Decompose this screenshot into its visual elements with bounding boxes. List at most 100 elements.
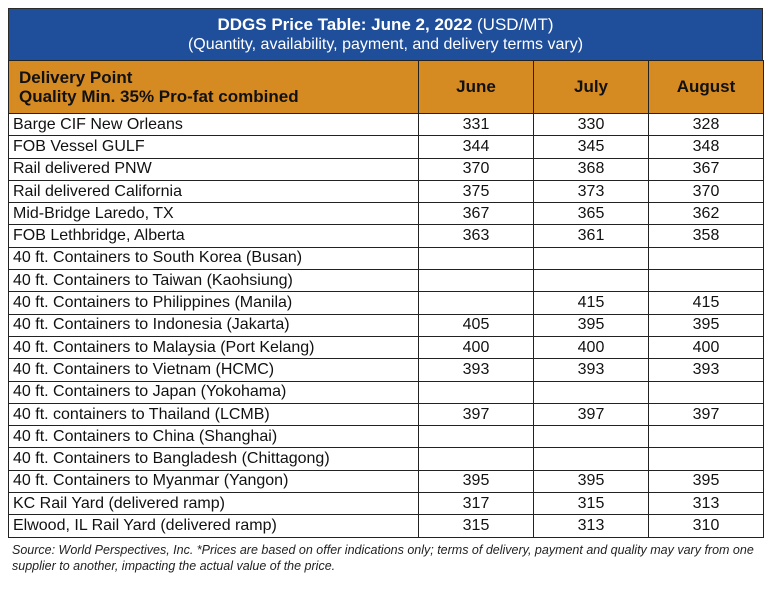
cell-august xyxy=(648,246,764,271)
table-row: Elwood, IL Rail Yard (delivered ramp) 315… xyxy=(8,514,764,538)
table-row: Rail delivered California 375 373 370 xyxy=(8,179,764,204)
cell-july xyxy=(533,246,649,271)
cell-june: 363 xyxy=(418,224,534,248)
cell-july: 365 xyxy=(533,202,649,226)
cell-august: 313 xyxy=(648,492,764,516)
row-location: Rail delivered PNW xyxy=(8,157,419,181)
cell-august: 358 xyxy=(648,224,764,248)
row-location: 40 ft. Containers to Philippines (Manila… xyxy=(8,291,419,315)
header-august: August xyxy=(648,60,764,114)
table-row: Mid-Bridge Laredo, TX 367 365 362 xyxy=(8,202,764,226)
table-row: 40 ft. Containers to China (Shanghai) xyxy=(8,425,764,449)
row-location: FOB Lethbridge, Alberta xyxy=(8,224,419,248)
table-row: 40 ft. Containers to Indonesia (Jakarta)… xyxy=(8,313,764,337)
row-location: 40 ft. Containers to Bangladesh (Chittag… xyxy=(8,447,419,471)
cell-august: 395 xyxy=(648,313,764,337)
cell-june: 367 xyxy=(418,202,534,226)
cell-july xyxy=(533,269,649,293)
table-row: 40 ft. Containers to Bangladesh (Chittag… xyxy=(8,447,764,471)
cell-august: 397 xyxy=(648,402,764,427)
cell-august: 362 xyxy=(648,202,764,226)
cell-july: 397 xyxy=(533,402,649,427)
table-body: Barge CIF New Orleans 331 330 328 FOB Vessel… xyxy=(8,112,764,538)
cell-august: 367 xyxy=(648,157,764,181)
cell-july xyxy=(533,380,649,404)
table-row: 40 ft. containers to Thailand (LCMB) 397 3… xyxy=(8,402,764,427)
table-row: Barge CIF New Orleans 331 330 328 xyxy=(8,112,764,137)
cell-july: 313 xyxy=(533,514,649,538)
row-location: 40 ft. Containers to Vietnam (HCMC) xyxy=(8,358,419,382)
row-location: 40 ft. Containers to Japan (Yokohama) xyxy=(8,380,419,404)
table-row: FOB Lethbridge, Alberta 363 361 358 xyxy=(8,224,764,248)
cell-july: 395 xyxy=(533,313,649,337)
cell-june xyxy=(418,269,534,293)
table-row: 40 ft. Containers to Philippines (Manila… xyxy=(8,291,764,315)
cell-june: 393 xyxy=(418,358,534,382)
table-row: KC Rail Yard (delivered ramp) 317 315 313 xyxy=(8,492,764,516)
table-header-row: Delivery Point Quality Min. 35% Pro-fat … xyxy=(8,60,764,114)
header-delivery-point-label: Delivery Point xyxy=(19,68,133,87)
cell-august xyxy=(648,425,764,449)
cell-july: 330 xyxy=(533,112,649,137)
cell-august: 328 xyxy=(648,112,764,137)
cell-august: 415 xyxy=(648,291,764,315)
header-delivery-point: Delivery Point Quality Min. 35% Pro-fat … xyxy=(8,60,419,114)
cell-august xyxy=(648,447,764,471)
cell-june xyxy=(418,380,534,404)
source-footnote: Source: World Perspectives, Inc. *Prices… xyxy=(12,542,754,573)
cell-july: 395 xyxy=(533,469,649,494)
cell-august: 393 xyxy=(648,358,764,382)
cell-july: 415 xyxy=(533,291,649,315)
header-quality-label: Quality Min. 35% Pro-fat combined xyxy=(19,87,299,106)
cell-july: 368 xyxy=(533,157,649,181)
cell-june xyxy=(418,425,534,449)
row-location: 40 ft. containers to Thailand (LCMB) xyxy=(8,402,419,427)
cell-august xyxy=(648,269,764,293)
header-july: July xyxy=(533,60,649,114)
cell-june: 395 xyxy=(418,469,534,494)
cell-july: 393 xyxy=(533,358,649,382)
cell-june xyxy=(418,447,534,471)
cell-june: 315 xyxy=(418,514,534,538)
table-row: FOB Vessel GULF 344 345 348 xyxy=(8,135,764,159)
cell-august: 310 xyxy=(648,514,764,538)
cell-july: 373 xyxy=(533,179,649,204)
table-subtitle: (Quantity, availability, payment, and de… xyxy=(187,36,584,53)
row-location: 40 ft. Containers to South Korea (Busan) xyxy=(8,246,419,271)
cell-june xyxy=(418,291,534,315)
row-location: 40 ft. Containers to Myanmar (Yangon) xyxy=(8,469,419,494)
cell-july: 315 xyxy=(533,492,649,516)
cell-june xyxy=(418,246,534,271)
cell-june: 317 xyxy=(418,492,534,516)
row-location: Mid-Bridge Laredo, TX xyxy=(8,202,419,226)
table-title-bar: DDGS Price Table: June 2, 2022 (USD/MT) … xyxy=(8,8,763,60)
cell-july xyxy=(533,425,649,449)
table-row: 40 ft. Containers to Japan (Yokohama) xyxy=(8,380,764,404)
row-location: FOB Vessel GULF xyxy=(8,135,419,159)
cell-july: 400 xyxy=(533,335,649,360)
header-june: June xyxy=(418,60,534,114)
row-location: 40 ft. Containers to Taiwan (Kaohsiung) xyxy=(8,269,419,293)
cell-june: 370 xyxy=(418,157,534,181)
cell-june: 397 xyxy=(418,402,534,427)
cell-june: 375 xyxy=(418,179,534,204)
table-row: Rail delivered PNW 370 368 367 xyxy=(8,157,764,181)
cell-july: 345 xyxy=(533,135,649,159)
row-location: 40 ft. Containers to Indonesia (Jakarta) xyxy=(8,313,419,337)
table-row: 40 ft. Containers to South Korea (Busan) xyxy=(8,246,764,271)
table-row: 40 ft. Containers to Myanmar (Yangon) 395… xyxy=(8,469,764,494)
cell-july: 361 xyxy=(533,224,649,248)
table-row: 40 ft. Containers to Taiwan (Kaohsiung) xyxy=(8,269,764,293)
table-row: 40 ft. Containers to Vietnam (HCMC) 393 39… xyxy=(8,358,764,382)
price-table: Delivery Point Quality Min. 35% Pro-fat … xyxy=(8,60,764,538)
cell-august: 348 xyxy=(648,135,764,159)
table-title-main: DDGS Price Table: June 2, 2022 xyxy=(217,15,473,34)
cell-june: 344 xyxy=(418,135,534,159)
cell-august: 395 xyxy=(648,469,764,494)
row-location: KC Rail Yard (delivered ramp) xyxy=(8,492,419,516)
cell-july xyxy=(533,447,649,471)
row-location: Barge CIF New Orleans xyxy=(8,112,419,137)
cell-june: 405 xyxy=(418,313,534,337)
table-title: DDGS Price Table: June 2, 2022 (USD/MT) xyxy=(9,15,762,35)
table-row: 40 ft. Containers to Malaysia (Port Kela… xyxy=(8,335,764,360)
